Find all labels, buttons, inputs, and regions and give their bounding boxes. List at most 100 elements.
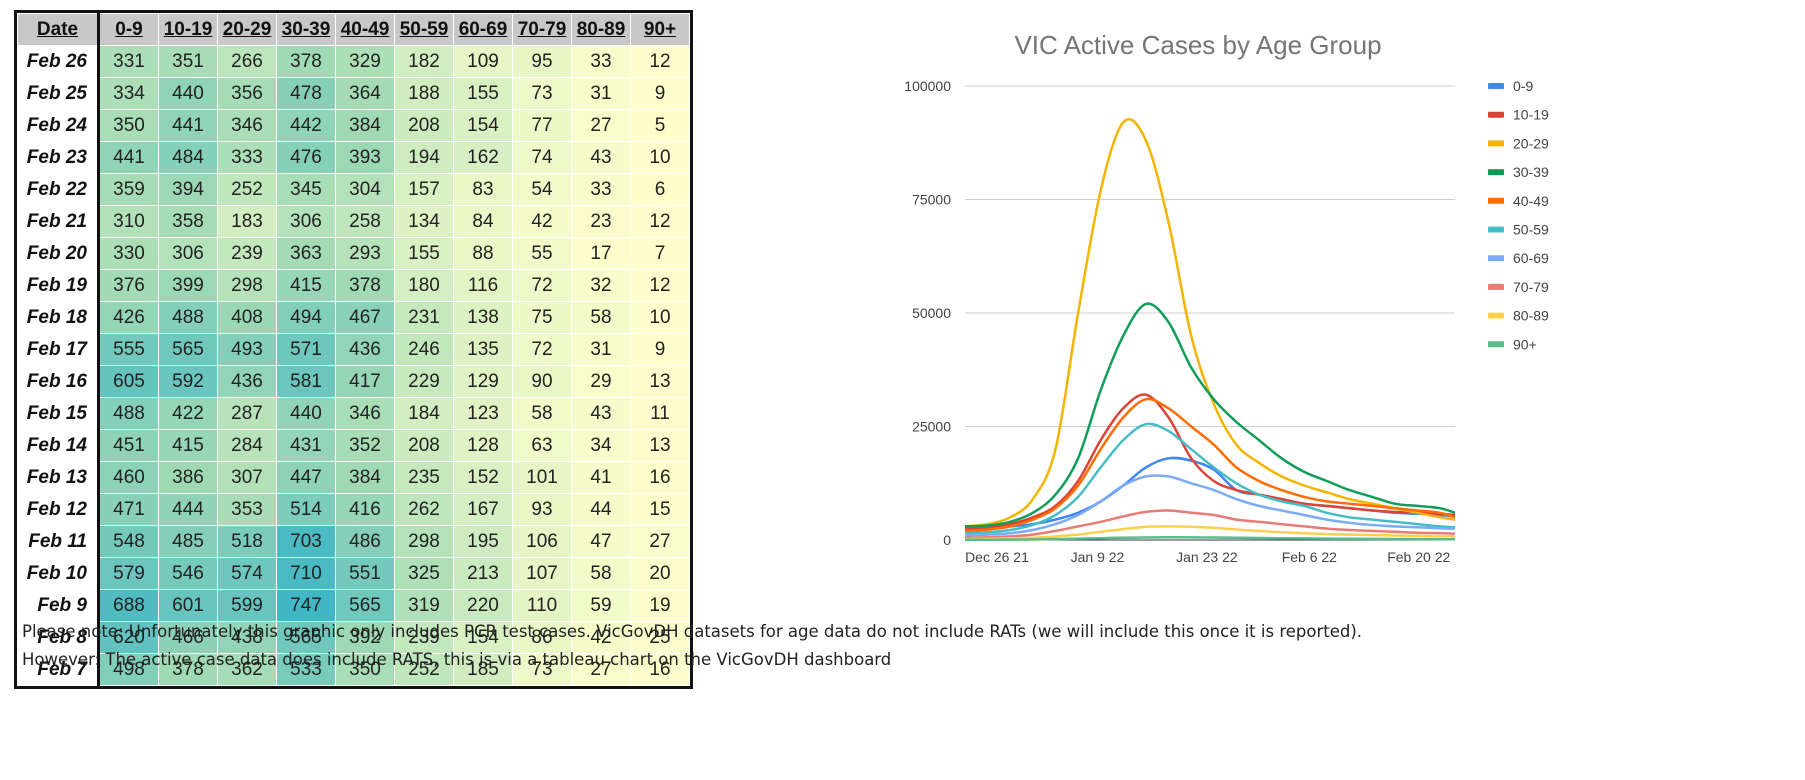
note-line-1: Please note: Unfortunately this graphic … <box>22 622 1363 641</box>
row-date: Feb 23 <box>17 141 100 174</box>
series-line-30-39 <box>964 302 1456 528</box>
y-tick-label: 0 <box>943 532 951 548</box>
table-cell: 43 <box>571 397 631 430</box>
table-cell: 17 <box>571 237 631 270</box>
table-cell: 307 <box>217 461 277 494</box>
table-cell: 58 <box>512 397 572 430</box>
column-header-90-plus[interactable]: 90+ <box>630 13 690 46</box>
column-header-date[interactable]: Date <box>17 13 100 46</box>
column-header-20-29[interactable]: 20-29 <box>217 13 277 46</box>
table-cell: 252 <box>394 653 454 686</box>
series-line-90+ <box>964 536 1455 542</box>
note-line-2: However: The active case data does inclu… <box>22 650 892 669</box>
table-cell: 27 <box>571 109 631 142</box>
table-cell: 7 <box>630 237 690 270</box>
table-cell: 59 <box>571 589 631 622</box>
table-cell: 287 <box>217 397 277 430</box>
table-cell: 110 <box>512 589 572 622</box>
table-cell: 42 <box>512 205 572 238</box>
table-row: Feb 9 688 601 599 747 565 319 220 110 59 19 <box>17 589 690 622</box>
table-cell: 54 <box>512 173 572 206</box>
table-cell: 208 <box>394 429 454 462</box>
row-date: Feb 21 <box>17 205 100 238</box>
column-header-30-39[interactable]: 30-39 <box>276 13 336 46</box>
y-tick-label: 100000 <box>904 78 951 94</box>
table-cell: 258 <box>335 205 395 238</box>
table-cell: 73 <box>512 653 572 686</box>
table-cell: 63 <box>512 429 572 462</box>
table-cell: 25 <box>630 621 690 654</box>
table-cell: 73 <box>512 77 572 110</box>
table-cell: 319 <box>394 589 454 622</box>
table-cell: 579 <box>98 557 159 590</box>
column-header-0-9[interactable]: 0-9 <box>98 13 159 46</box>
table-cell: 546 <box>158 557 218 590</box>
table-cell: 551 <box>335 557 395 590</box>
table-cell: 33 <box>571 45 631 78</box>
table-cell: 106 <box>512 525 572 558</box>
table-row: Feb 14 451 415 284 431 352 208 128 63 34 13 <box>17 429 690 462</box>
x-tick-label: Feb 20 22 <box>1387 549 1450 565</box>
table-cell: 376 <box>98 269 159 302</box>
table-cell: 16 <box>630 461 690 494</box>
legend-label: 80-89 <box>1513 308 1549 324</box>
table-cell: 330 <box>98 237 159 270</box>
table-row: Feb 24 350 441 346 442 384 208 154 77 27 5 <box>17 109 690 142</box>
table-cell: 304 <box>335 173 395 206</box>
table-cell: 415 <box>158 429 218 462</box>
table-cell: 386 <box>158 461 218 494</box>
table-cell: 592 <box>158 365 218 398</box>
table-row: Feb 16 605 592 436 581 417 229 129 90 29 13 <box>17 365 690 398</box>
table-cell: 486 <box>335 525 395 558</box>
table-row: Feb 13 460 386 307 447 384 235 152 101 41 16 <box>17 461 690 494</box>
table-cell: 408 <box>217 301 277 334</box>
line-chart: VIC Active Cases by Age Group 0 25000 5000… <box>820 20 1805 680</box>
heatmap-table: Date 0-9 10-19 20-29 30-39 40-49 50-59 6… <box>14 10 693 689</box>
table-cell: 358 <box>158 205 218 238</box>
row-date: Feb 11 <box>17 525 100 558</box>
table-cell: 345 <box>276 173 336 206</box>
table-cell: 451 <box>98 429 159 462</box>
table-cell: 565 <box>335 589 395 622</box>
x-tick-label: Feb 6 22 <box>1282 549 1337 565</box>
table-cell: 352 <box>335 429 395 462</box>
table-row: Feb 26 331 351 266 378 329 182 109 95 33 12 <box>17 45 690 78</box>
column-header-40-49[interactable]: 40-49 <box>335 13 395 46</box>
table-cell: 353 <box>217 493 277 526</box>
x-tick-label: Dec 26 21 <box>965 549 1029 565</box>
table-cell: 399 <box>158 269 218 302</box>
table-cell: 95 <box>512 45 572 78</box>
table-row: Feb 8 620 466 438 565 392 239 154 86 42 25 <box>17 621 690 654</box>
column-header-50-59[interactable]: 50-59 <box>394 13 454 46</box>
row-date: Feb 10 <box>17 557 100 590</box>
chart-grid: 0 25000 50000 75000 100000 Dec 26 21 Jan 9 22 J… <box>904 78 1455 565</box>
series-line-20-29 <box>964 118 1456 528</box>
column-header-80-89[interactable]: 80-89 <box>571 13 631 46</box>
table-cell: 19 <box>630 589 690 622</box>
legend-label: 50-59 <box>1513 222 1549 238</box>
table-cell: 266 <box>217 45 277 78</box>
table-cell: 350 <box>98 109 159 142</box>
table-cell: 138 <box>453 301 513 334</box>
column-header-60-69[interactable]: 60-69 <box>453 13 513 46</box>
table-row: Feb 21 310 358 183 306 258 134 84 42 23 12 <box>17 205 690 238</box>
table-cell: 75 <box>512 301 572 334</box>
table-cell: 109 <box>453 45 513 78</box>
table-cell: 565 <box>158 333 218 366</box>
row-date: Feb 22 <box>17 173 100 206</box>
table-cell: 77 <box>512 109 572 142</box>
table-cell: 220 <box>453 589 513 622</box>
table-row: Feb 17 555 565 493 571 436 246 135 72 31 9 <box>17 333 690 366</box>
table-cell: 184 <box>394 397 454 430</box>
table-cell: 58 <box>571 557 631 590</box>
row-date: Feb 26 <box>17 45 100 78</box>
table-cell: 235 <box>394 461 454 494</box>
row-date: Feb 8 <box>17 621 100 654</box>
table-cell: 442 <box>276 109 336 142</box>
table-cell: 155 <box>453 77 513 110</box>
column-header-70-79[interactable]: 70-79 <box>512 13 572 46</box>
table-cell: 31 <box>571 333 631 366</box>
row-date: Feb 13 <box>17 461 100 494</box>
column-header-10-19[interactable]: 10-19 <box>158 13 218 46</box>
table-cell: 514 <box>276 493 336 526</box>
